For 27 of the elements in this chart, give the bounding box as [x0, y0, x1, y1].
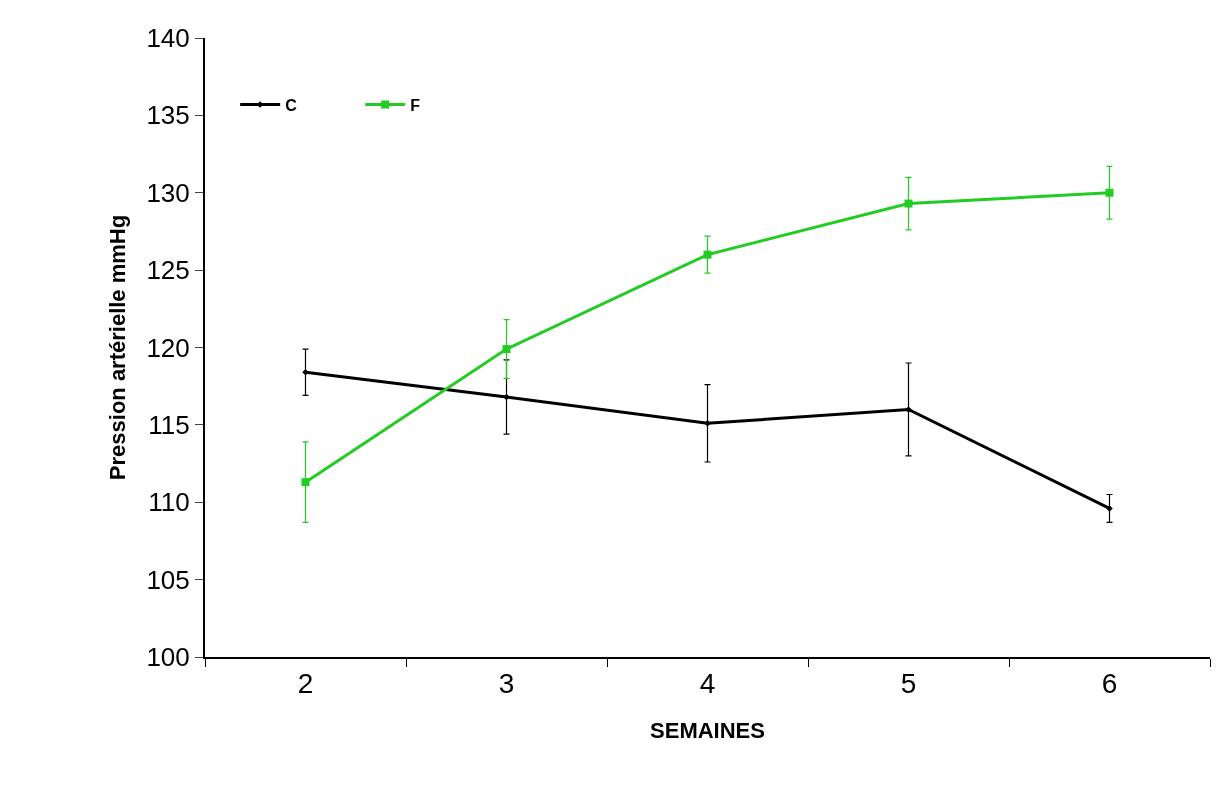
- y-axis-title: Pression artérielle mmHg: [104, 214, 130, 481]
- x-tick-label: 4: [699, 667, 716, 699]
- y-tick-label: 100: [146, 642, 190, 673]
- legend-label: F: [410, 96, 421, 114]
- point: [301, 478, 310, 487]
- point: [1105, 188, 1114, 197]
- x-tick-label: 3: [498, 667, 515, 699]
- y-tick-label: 130: [146, 177, 190, 208]
- point: [904, 199, 913, 208]
- x-tick-label: 6: [1101, 667, 1118, 699]
- y-tick-label: 120: [146, 332, 190, 363]
- point: [905, 406, 912, 413]
- point: [703, 250, 712, 259]
- y-tick-label: 110: [148, 487, 190, 518]
- legend-label: C: [285, 96, 298, 114]
- point: [502, 345, 511, 354]
- y-tick-label: 105: [146, 564, 190, 595]
- point: [302, 369, 309, 376]
- y-tick-label: 135: [146, 100, 190, 131]
- point: [704, 420, 711, 427]
- x-tick-label: 2: [297, 667, 314, 699]
- x-tick-label: 5: [900, 667, 917, 699]
- y-tick-label: 125: [146, 255, 190, 286]
- y-tick-label: 140: [146, 23, 190, 54]
- point: [1106, 505, 1113, 512]
- x-axis-title: SEMAINES: [650, 718, 765, 743]
- y-tick-label: 115: [148, 409, 190, 440]
